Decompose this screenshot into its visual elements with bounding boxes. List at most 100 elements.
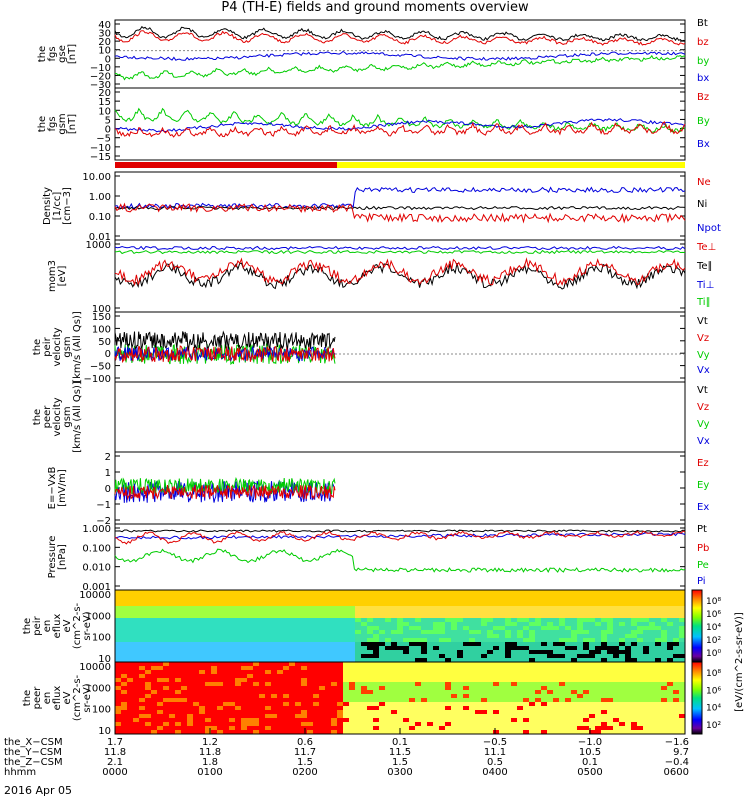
heatmap-cell bbox=[631, 606, 638, 611]
heatmap-cell bbox=[205, 598, 212, 603]
heatmap-cell bbox=[463, 642, 470, 647]
heatmap-cell bbox=[637, 622, 644, 627]
heatmap-cell bbox=[469, 638, 476, 643]
heatmap-cell bbox=[625, 666, 632, 671]
heatmap-cell bbox=[325, 690, 332, 695]
heatmap-cell bbox=[559, 658, 566, 663]
heatmap-cell bbox=[445, 602, 452, 607]
heatmap-cell bbox=[169, 602, 176, 607]
heatmap-cell bbox=[589, 662, 596, 667]
heatmap-cell bbox=[163, 598, 170, 603]
heatmap-cell bbox=[205, 718, 212, 723]
colorbar-tick-label: 10² bbox=[706, 721, 721, 731]
y-axis-label: [mV/m] bbox=[57, 469, 68, 507]
heatmap-cell bbox=[451, 610, 458, 615]
heatmap-cell bbox=[241, 590, 248, 595]
heatmap-cell bbox=[667, 590, 674, 595]
heatmap-cell bbox=[373, 646, 380, 651]
heatmap-cell bbox=[265, 602, 272, 607]
heatmap-cell bbox=[475, 730, 482, 735]
heatmap-cell bbox=[511, 714, 518, 719]
x-tick-label: 0.6 bbox=[297, 737, 313, 748]
heatmap-cell bbox=[403, 614, 410, 619]
y-tick-label: 50 bbox=[98, 337, 111, 348]
heatmap-cell bbox=[283, 706, 290, 711]
heatmap-cell bbox=[115, 606, 122, 611]
y-tick-label: 1.00 bbox=[89, 192, 111, 203]
heatmap-cell bbox=[403, 590, 410, 595]
heatmap-cell bbox=[367, 602, 374, 607]
heatmap-cell bbox=[523, 606, 530, 611]
heatmap-cell bbox=[295, 626, 302, 631]
heatmap-cell bbox=[319, 654, 326, 659]
heatmap-cell bbox=[409, 722, 416, 727]
heatmap-cell bbox=[493, 590, 500, 595]
heatmap-cell bbox=[331, 726, 338, 731]
heatmap-cell bbox=[127, 618, 134, 623]
heatmap-cell bbox=[559, 614, 566, 619]
heatmap-cell bbox=[679, 634, 686, 639]
heatmap-cell bbox=[421, 650, 428, 655]
heatmap-cell bbox=[301, 662, 308, 667]
heatmap-cell bbox=[319, 686, 326, 691]
y-axis-label: peir bbox=[32, 615, 43, 635]
heatmap-cell bbox=[577, 702, 584, 707]
heatmap-cell bbox=[553, 622, 560, 627]
heatmap-cell bbox=[379, 706, 386, 711]
heatmap-cell bbox=[535, 730, 542, 735]
heatmap-cell bbox=[445, 674, 452, 679]
heatmap-cell bbox=[181, 594, 188, 599]
heatmap-cell bbox=[463, 710, 470, 715]
heatmap-cell bbox=[595, 642, 602, 647]
heatmap-cell bbox=[505, 634, 512, 639]
y-tick-label: −30 bbox=[90, 80, 111, 91]
heatmap-cell bbox=[301, 682, 308, 687]
heatmap-cell bbox=[283, 714, 290, 719]
heatmap-cell bbox=[139, 654, 146, 659]
heatmap-cell bbox=[289, 730, 296, 735]
heatmap-cell bbox=[577, 638, 584, 643]
heatmap-cell bbox=[613, 702, 620, 707]
heatmap-cell bbox=[343, 622, 350, 627]
heatmap-cell bbox=[163, 638, 170, 643]
heatmap-cell bbox=[625, 606, 632, 611]
heatmap-cell bbox=[157, 638, 164, 643]
heatmap-cell bbox=[601, 730, 608, 735]
heatmap-cell bbox=[373, 658, 380, 663]
heatmap-cell bbox=[511, 694, 518, 699]
heatmap-cell bbox=[439, 634, 446, 639]
heatmap-cell bbox=[529, 602, 536, 607]
heatmap-cell bbox=[391, 702, 398, 707]
heatmap-cell bbox=[595, 726, 602, 731]
heatmap-cell bbox=[361, 590, 368, 595]
heatmap-cell bbox=[679, 710, 686, 715]
heatmap-cell bbox=[499, 698, 506, 703]
series-line-Vz bbox=[114, 344, 336, 364]
heatmap-cell bbox=[679, 606, 686, 611]
heatmap-cell bbox=[313, 726, 320, 731]
heatmap-cell bbox=[301, 646, 308, 651]
heatmap-cell bbox=[313, 646, 320, 651]
heatmap-cell bbox=[559, 622, 566, 627]
heatmap-cell bbox=[151, 674, 158, 679]
heatmap-cell bbox=[589, 682, 596, 687]
heatmap-cell bbox=[427, 646, 434, 651]
heatmap-cell bbox=[211, 722, 218, 727]
heatmap-cell bbox=[643, 718, 650, 723]
heatmap-cell bbox=[241, 686, 248, 691]
heatmap-cell bbox=[397, 710, 404, 715]
heatmap-cell bbox=[121, 654, 128, 659]
heatmap-cell bbox=[115, 666, 122, 671]
heatmap-cell bbox=[445, 662, 452, 667]
heatmap-cell bbox=[427, 706, 434, 711]
heatmap-cell bbox=[115, 706, 122, 711]
heatmap-cell bbox=[307, 634, 314, 639]
heatmap-cell bbox=[259, 702, 266, 707]
heatmap-cell bbox=[187, 666, 194, 671]
heatmap-cell bbox=[211, 686, 218, 691]
heatmap-cell bbox=[151, 618, 158, 623]
heatmap-cell bbox=[505, 650, 512, 655]
heatmap-cell bbox=[235, 590, 242, 595]
heatmap-cell bbox=[445, 634, 452, 639]
heatmap-cell bbox=[541, 634, 548, 639]
